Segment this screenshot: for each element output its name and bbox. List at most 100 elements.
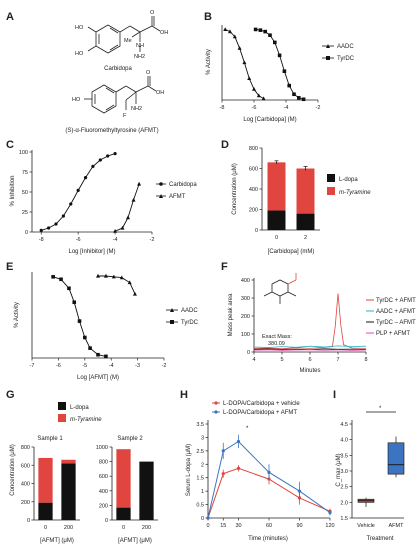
legend-marker xyxy=(159,194,163,198)
data-point xyxy=(76,188,80,192)
y-tick-label: 4.0 xyxy=(340,438,348,444)
y-tick-label: 0 xyxy=(247,350,250,356)
x-tick-label: 0 xyxy=(44,525,47,531)
y-tick-label: 400 xyxy=(99,489,108,495)
bar-segment xyxy=(296,213,315,230)
data-point xyxy=(258,28,263,32)
atom-label: NH2 xyxy=(131,106,142,112)
legend-swatch xyxy=(327,187,335,195)
x-tick-label: 200 xyxy=(64,525,73,531)
atom-label: HO xyxy=(75,25,84,31)
data-point xyxy=(111,274,116,279)
data-point xyxy=(131,197,136,202)
y-tick-label: 3.0 xyxy=(340,469,348,475)
plot-area: -8 -6 -4 -2 xyxy=(220,27,321,111)
data-point xyxy=(277,53,282,58)
y-tick-label: 800 xyxy=(249,146,258,152)
y-axis-label: Concentration (μM) xyxy=(10,444,16,495)
data-point xyxy=(236,439,241,444)
data-point xyxy=(91,164,95,168)
x-tick-label: 6 xyxy=(308,357,311,363)
data-point xyxy=(267,470,271,474)
data-point xyxy=(261,96,266,101)
chart-f: Minutes Mass peak area Exact Mass: 380.0… xyxy=(228,273,416,374)
data-point xyxy=(132,291,137,296)
data-point xyxy=(287,83,291,88)
data-point xyxy=(223,27,228,32)
legend-marker xyxy=(214,401,218,405)
x-tick-label: -8 xyxy=(39,237,44,243)
y-tick-label: 200 xyxy=(249,208,258,214)
data-point xyxy=(103,273,108,278)
y-tick-label: 0 xyxy=(105,518,108,524)
data-point xyxy=(104,354,108,359)
legend-label: TyrDC xyxy=(181,320,199,326)
subplot-title: Sample 1 xyxy=(37,436,63,442)
legend-marker xyxy=(326,56,330,60)
data-point xyxy=(236,466,241,470)
x-tick-label: 8 xyxy=(364,357,367,363)
plot-area: -8 -6 -4 -2 0 25 50 75 100 xyxy=(19,150,155,243)
x-tick-label: 90 xyxy=(296,523,302,529)
x-axis-label: Time (minutes) xyxy=(248,536,288,542)
significance-marker: * xyxy=(379,406,382,412)
data-point xyxy=(72,300,77,305)
atom-label: O xyxy=(146,70,151,76)
plot-area: 4 5 6 7 8 0 100 200 300 400 xyxy=(241,278,368,363)
bar-segment xyxy=(116,507,131,520)
atom-label: NH xyxy=(136,43,144,49)
data-point xyxy=(77,319,82,323)
data-point xyxy=(51,275,55,279)
legend-label: L-dopa xyxy=(70,405,89,411)
legend-marker xyxy=(159,182,163,186)
plot-area: 0 200 400 600 800 0 2 xyxy=(249,146,315,241)
chart-h: Time (minutes) Serum L-dopa (μM) 0 15 30 60… xyxy=(186,401,335,542)
x-tick-label: 5 xyxy=(280,357,283,363)
data-point xyxy=(127,280,132,285)
plot-area: 0 200 400 600 800 0 200 0 200 400 600 800 1000 0 200 xyxy=(21,445,154,531)
data-point xyxy=(83,335,87,340)
carbidopa-name: Carbidopa xyxy=(104,66,132,72)
x-tick-label: 7 xyxy=(336,357,339,363)
x-tick-label: 30 xyxy=(235,523,241,529)
panel-label-e: E xyxy=(6,261,13,273)
chart-b: Log [Carbidopa] (M) % Activity -8 -6 -4 -2 … xyxy=(206,25,355,123)
y-tick-label: 75 xyxy=(22,170,28,176)
afmt-name: (S)-α-Fluoromethyltyrosine (AFMT) xyxy=(65,128,158,134)
y-tick-label: 400 xyxy=(249,187,258,193)
y-tick-label: 2 xyxy=(201,462,204,468)
x-tick-label: Vehicle xyxy=(357,523,375,529)
y-tick-label: 400 xyxy=(21,482,30,488)
y-tick-label: 0 xyxy=(25,230,28,236)
data-point xyxy=(328,511,332,515)
chart-i: C_max (μM) Treatment * 1.5 2.0 2.5 3.0 3.5 4.… xyxy=(336,406,405,542)
x-tick-label: -3 xyxy=(135,363,140,369)
plot-area: -7 -6 -5 -4 -3 -2 xyxy=(30,273,166,369)
data-point xyxy=(113,152,117,156)
x-tick-label: -6 xyxy=(76,237,81,243)
atom-label: Me xyxy=(124,38,132,44)
x-tick-label: 4 xyxy=(252,357,255,363)
carbidopa-structure: HO HO Me NH NH2 OH O Carbidopa xyxy=(75,10,168,72)
bar-segment xyxy=(267,210,286,230)
data-point xyxy=(292,92,296,97)
chart-c: Log [Inhibitor] (M) % Inhibition -8 -6 -4-… xyxy=(10,150,197,255)
series-line xyxy=(98,275,136,295)
x-tick-label: 2 xyxy=(304,235,307,241)
atom-label: OH xyxy=(156,90,164,96)
y-tick-label: 2.5 xyxy=(196,449,204,455)
x-tick-label: -4 xyxy=(109,363,114,369)
data-point xyxy=(282,69,287,73)
legend-label: PLP + AFMT xyxy=(376,331,410,337)
y-tick-label: 100 xyxy=(241,332,250,338)
x-tick-label: -2 xyxy=(316,105,321,111)
series-line xyxy=(52,276,106,357)
x-tick-label: -4 xyxy=(113,237,118,243)
y-axis-label: Serum L-dopa (μM) xyxy=(186,444,192,496)
legend-label: AFMT xyxy=(169,194,186,200)
y-tick-label: 100 xyxy=(19,150,28,156)
y-tick-label: 300 xyxy=(241,296,250,302)
y-axis-label: Mass peak area xyxy=(228,293,234,336)
y-tick-label: 1.5 xyxy=(196,476,204,482)
y-axis-label: % Activity xyxy=(14,302,20,328)
